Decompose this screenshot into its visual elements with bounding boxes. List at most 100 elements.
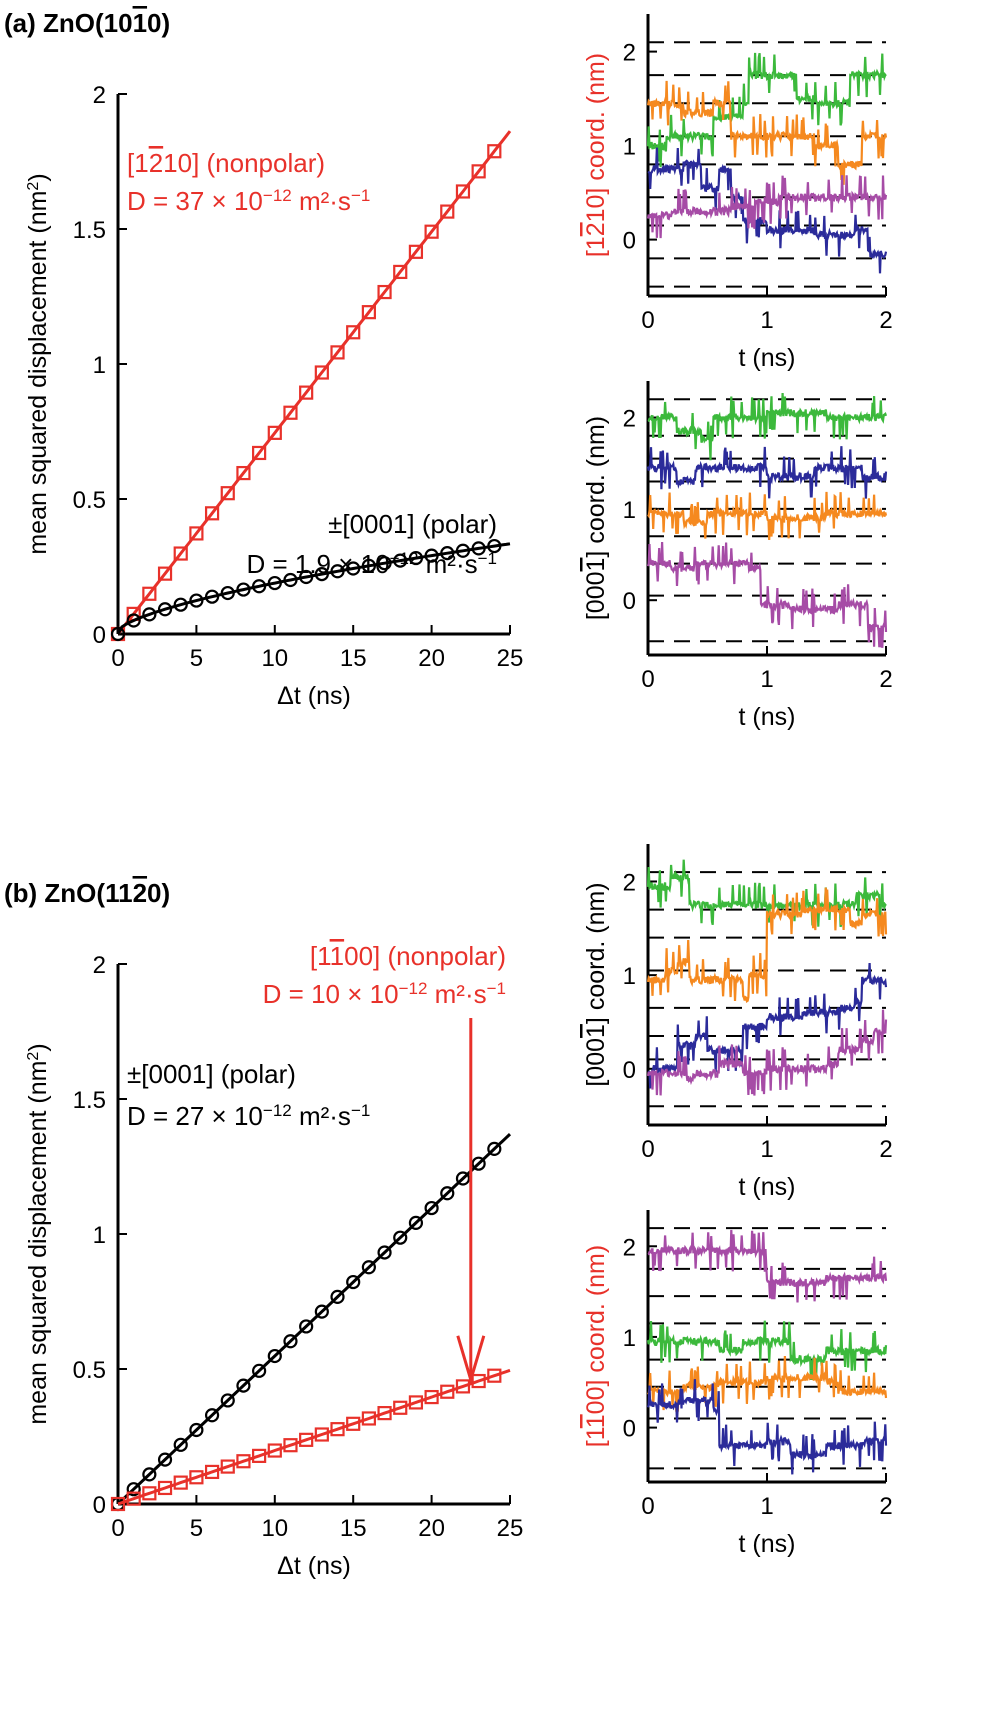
a-traj-top-trajectory-navy (647, 147, 888, 274)
data-point (252, 579, 267, 594)
data-point (142, 607, 157, 622)
y-tick-label: 0 (93, 622, 106, 649)
data-point (204, 1464, 220, 1480)
y-axis-label: mean squared displacement (nm2) (24, 173, 52, 554)
x-axis-label: Δt (ns) (277, 1552, 351, 1580)
x-tick-label: 10 (261, 645, 288, 672)
data-point (471, 164, 486, 179)
b-traj-bottom-trajectory-purple (647, 1229, 888, 1303)
data-point (267, 1348, 282, 1364)
data-point (440, 1186, 455, 1201)
data-point (487, 144, 502, 159)
y-axis-label: [0001] coord. (nm) (582, 416, 610, 620)
data-point (330, 564, 345, 579)
data-point (361, 1260, 376, 1275)
y-tick-label: 0 (623, 228, 636, 255)
y-axis-label: [1100] coord. (nm) (582, 1245, 610, 1447)
data-point (299, 1319, 314, 1334)
a-traj-top-trajectory-orange (646, 80, 888, 185)
x-tick-label: 20 (418, 645, 445, 672)
annotation-a-polar-d: D = 1.9 × 10−12 m²·s−1 (246, 549, 497, 580)
data-point (377, 1245, 392, 1260)
annotation-b-nonpolar-d: D = 10 × 10−12 m²·s−1 (263, 979, 506, 1010)
x-tick-label: 1 (760, 307, 773, 334)
fit-line (116, 542, 511, 635)
data-point (393, 1230, 408, 1245)
data-point (361, 1411, 376, 1426)
a-traj-top-trajectory-purple (646, 175, 888, 239)
x-tick-label: 0 (641, 1136, 654, 1163)
annotation-b-polar-d: D = 27 × 10−12 m²·s−1 (127, 1101, 370, 1132)
data-point (455, 543, 471, 558)
data-point (393, 264, 408, 280)
y-tick-label: 0 (623, 1057, 636, 1084)
data-point (487, 1141, 502, 1156)
x-tick-label: 2 (879, 1493, 892, 1520)
panel-a-title: (a) ZnO(1010) (4, 8, 170, 38)
data-point (346, 561, 361, 576)
data-point (314, 566, 329, 582)
arrow-head (456, 1335, 486, 1386)
data-point (361, 305, 376, 320)
b-traj-top-axes: 0 1 2 0 1 2 t (ns) [0001] coord. (nm) (582, 844, 893, 1201)
fit-line (116, 1133, 512, 1506)
b-msd-series-black (110, 1133, 512, 1512)
x-tick-label: 1 (760, 1136, 773, 1163)
data-point (346, 1416, 361, 1431)
y-tick-label: 1 (623, 963, 636, 990)
b-traj-bottom-axes: 0 1 2 0 1 2 t (ns) [1100] coord. (nm) (582, 1210, 893, 1558)
x-tick-label: 2 (879, 1136, 892, 1163)
x-tick-label: 15 (340, 1515, 367, 1542)
data-point (346, 325, 361, 340)
data-point (267, 425, 282, 440)
x-axis-label: t (ns) (739, 703, 796, 731)
x-tick-label: 15 (340, 645, 367, 672)
x-tick-label: 5 (190, 1515, 203, 1542)
data-point (408, 244, 424, 259)
data-point (471, 541, 486, 556)
data-point (173, 1475, 188, 1490)
y-tick-label: 1 (623, 1325, 636, 1352)
annotation-b-nonpolar: [1100] (nonpolar) (310, 941, 506, 971)
annotation-b-polar: ±[0001] (polar) (127, 1059, 296, 1089)
y-tick-label: 0 (623, 588, 636, 615)
y-axis-label: mean squared displacement (nm2) (24, 1043, 52, 1424)
x-tick-label: 0 (641, 1493, 654, 1520)
data-point (424, 1200, 439, 1216)
b-traj-top-trajectory-purple (646, 1009, 888, 1096)
y-tick-label: 1 (623, 134, 636, 161)
x-axis-label: t (ns) (739, 1173, 796, 1201)
data-point (330, 1422, 345, 1437)
data-point (189, 1470, 204, 1485)
data-point (299, 385, 314, 400)
x-tick-label: 25 (497, 645, 524, 672)
data-point (252, 445, 267, 461)
x-tick-label: 20 (418, 1515, 445, 1542)
data-point (283, 1438, 298, 1453)
data-point (142, 586, 157, 601)
data-point (189, 526, 204, 541)
data-point (471, 1156, 486, 1171)
y-axis-label: [1210] coord. (nm) (582, 53, 610, 257)
y-tick-label: 1 (93, 352, 106, 379)
x-tick-label: 10 (261, 1515, 288, 1542)
b-traj-bottom-trajectory-green (646, 1320, 888, 1380)
data-point (252, 1363, 267, 1378)
x-tick-label: 0 (111, 1515, 124, 1542)
y-tick-label: 0.5 (73, 1357, 106, 1384)
data-point (142, 1486, 157, 1501)
data-point (204, 1408, 220, 1423)
data-point (393, 553, 408, 568)
y-tick-label: 1 (93, 1222, 106, 1249)
y-tick-label: 1.5 (73, 217, 106, 244)
data-point (408, 550, 424, 566)
b-traj-bottom-trajectory-navy (646, 1379, 888, 1475)
x-tick-label: 25 (497, 1515, 524, 1542)
data-point (173, 597, 188, 612)
data-point (424, 548, 439, 563)
data-point (189, 1422, 204, 1438)
data-point (424, 224, 439, 239)
b-msd-series-red (110, 1368, 511, 1512)
a-msd-axes: 0 5 10 15 20 25 0 0.5 1 1.5 2 Δt (ns) mean squared d… (24, 82, 523, 710)
